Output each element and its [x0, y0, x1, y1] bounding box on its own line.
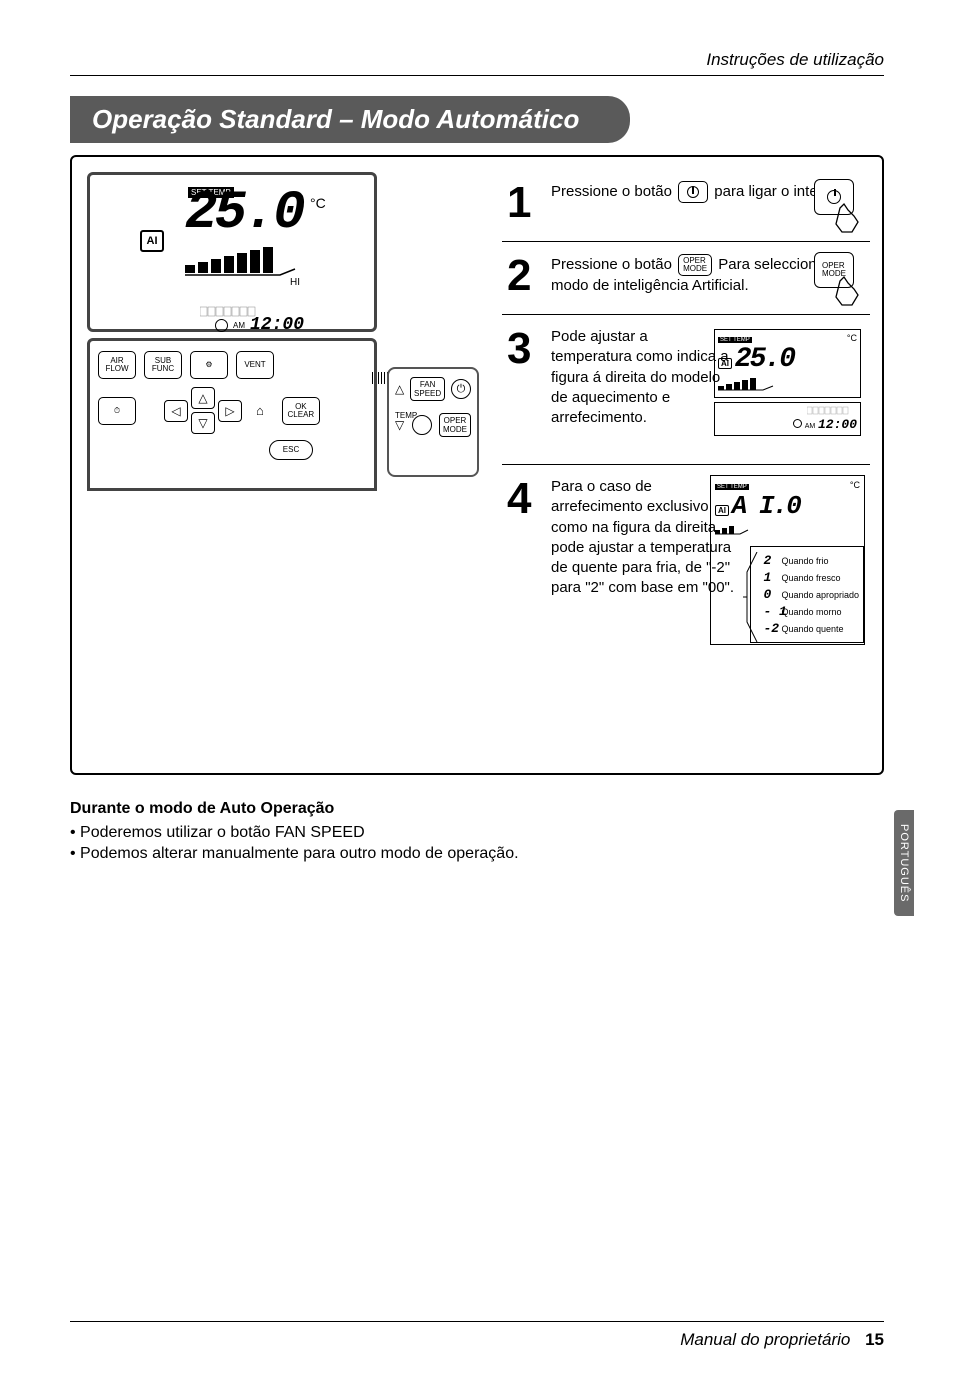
scale-label: Quando fresco [781, 573, 840, 583]
scale-seg: - 1 [763, 604, 777, 619]
arrow-cluster: ◁ △ ▽ ▷ [164, 387, 242, 434]
esc-button[interactable]: ESC [269, 440, 313, 460]
step-3: 3 Pode ajustar a temperatura como indica… [502, 315, 870, 465]
am-label: AM [233, 321, 245, 330]
lcd-temp: 25.0 [185, 183, 303, 244]
mini-ai-icon: AI [718, 358, 732, 369]
notes-title: Durante o modo de Auto Operação [70, 800, 884, 818]
step-number: 3 [507, 327, 539, 448]
mini-bars-icon [718, 377, 857, 394]
step-number: 2 [507, 254, 539, 298]
scale-row: 0 Quando apropriado [763, 587, 859, 602]
temp-down-icon[interactable]: ▽ [395, 418, 404, 432]
home-icon: ⌂ [256, 403, 264, 418]
right-arrow-button[interactable]: ▷ [218, 400, 242, 422]
left-arrow-button[interactable]: ◁ [164, 400, 188, 422]
mini-bars-icon [715, 523, 860, 538]
mini-disp-value: A I.0 [732, 491, 800, 521]
press-opermode-illustration: OPER MODE [814, 252, 862, 307]
temp-up-icon[interactable]: △ [395, 382, 404, 396]
header-breadcrumb: Instruções de utilização [70, 50, 884, 76]
section-title: Operação Standard – Modo Automático [70, 96, 630, 143]
main-instruction-box: SET TEMP 25.0 °C AI HI [70, 155, 884, 775]
mini-time: 12:00 [818, 417, 857, 432]
step3-lcd-illustration: SET TEMP °C AI 25.0 AM 12:00 [710, 325, 865, 420]
step-text: Pode ajustar a temperatura como indica a… [551, 327, 731, 448]
mini-days-icon [807, 406, 857, 416]
page-number: 15 [865, 1330, 884, 1349]
step-4: 4 Para o caso de arrefecimento exclusivo… [502, 465, 870, 665]
scale-label: Quando apropriado [781, 590, 859, 600]
hand-icon [830, 202, 864, 236]
footer-text: Manual do proprietário [680, 1330, 850, 1349]
ai-mode-icon: AI [140, 230, 164, 252]
mini-unit: °C [847, 333, 857, 343]
scale-label: Quando quente [781, 624, 843, 634]
mini-clock-icon [793, 419, 802, 428]
clock-icon [215, 319, 228, 332]
page-footer: Manual do proprietário 15 [70, 1321, 884, 1350]
sub-func-button[interactable]: SUB FUNC [144, 351, 182, 379]
power-inline-icon [678, 181, 708, 203]
mini-set-label: SET TEMP [715, 484, 749, 490]
power-button[interactable]: ⏻ [451, 379, 471, 399]
scale-seg: 1 [763, 570, 777, 585]
language-tab: PORTUGUÊS [894, 810, 914, 916]
button-panel: AIR FLOW SUB FUNC ⚙ VENT ⏱ ◁ △ ▽ ▷ [87, 338, 377, 491]
steps-column: 1 Pressione o botão para ligar o interio… [502, 169, 870, 665]
scale-row: 1 Quando fresco [763, 570, 859, 585]
scale-row: - 1 Quando morno [763, 604, 859, 619]
oper-mode-inline-icon: OPER MODE [678, 254, 712, 276]
press-power-illustration [814, 179, 862, 234]
side-control-panel: △ FAN SPEED ⏻ TEMP ▽ OPER MODE [387, 367, 479, 477]
scale-seg: 2 [763, 553, 777, 568]
mini-am: AM [805, 423, 816, 430]
hi-label: HI [290, 277, 300, 288]
down-arrow-button[interactable]: ▽ [191, 412, 215, 434]
scale-label: Quando frio [781, 556, 828, 566]
up-arrow-button[interactable]: △ [191, 387, 215, 409]
step-text-a: Pressione o botão [551, 183, 672, 200]
step-1: 1 Pressione o botão para ligar o interio… [502, 169, 870, 242]
fan-bars-icon [185, 247, 315, 277]
scale-label: Quando morno [781, 607, 841, 617]
step-2: 2 Pressione o botão OPER MODE Para selec… [502, 242, 870, 315]
scale-bracket-icon [743, 552, 761, 642]
step-text: Para o caso de arrefecimento exclusivo c… [551, 477, 736, 649]
oper-mode-button[interactable]: OPER MODE [439, 413, 471, 437]
scale-row: -2 Quando quente [763, 621, 859, 636]
temperature-scale-callout: 2 Quando frio 1 Quando fresco 0 Quando apro… [750, 546, 864, 643]
timer-button[interactable]: ⏱ [98, 397, 136, 425]
step-text-a: Pressione o botão [551, 256, 672, 273]
mini-set-label: SET TEMP [718, 337, 752, 343]
air-flow-button[interactable]: AIR FLOW [98, 351, 136, 379]
settings-button[interactable]: ⚙ [190, 351, 228, 379]
fan-speed-button[interactable]: FAN SPEED [410, 377, 445, 401]
step-number: 4 [507, 477, 539, 649]
remote-illustration: SET TEMP 25.0 °C AI HI [87, 172, 487, 491]
mini-unit: °C [850, 480, 860, 490]
notes-line: • Poderemos utilizar o botão FAN SPEED [70, 824, 884, 842]
scale-row: 2 Quando frio [763, 553, 859, 568]
ok-clear-button[interactable]: OK CLEAR [282, 397, 320, 425]
vent-button[interactable]: VENT [236, 351, 274, 379]
scale-seg: -2 [763, 621, 777, 636]
lcd-unit: °C [310, 195, 326, 211]
step-number: 1 [507, 181, 539, 225]
notes-line: • Podemos alterar manualmente para outro… [70, 845, 884, 863]
hand-icon [830, 275, 864, 309]
step4-lcd-illustration: SET TEMP °C AI A I.0 2 Quando frio 1 Quand… [710, 475, 865, 645]
mini-ai-icon: AI [715, 505, 729, 516]
notes-section: Durante o modo de Auto Operação • Podere… [70, 800, 884, 863]
time-value: 12:00 [250, 315, 304, 335]
mini-temp-value: 25.0 [735, 344, 794, 375]
temp-label: TEMP [395, 411, 417, 420]
scale-seg: 0 [763, 587, 777, 602]
lcd-panel: SET TEMP 25.0 °C AI HI [87, 172, 377, 332]
